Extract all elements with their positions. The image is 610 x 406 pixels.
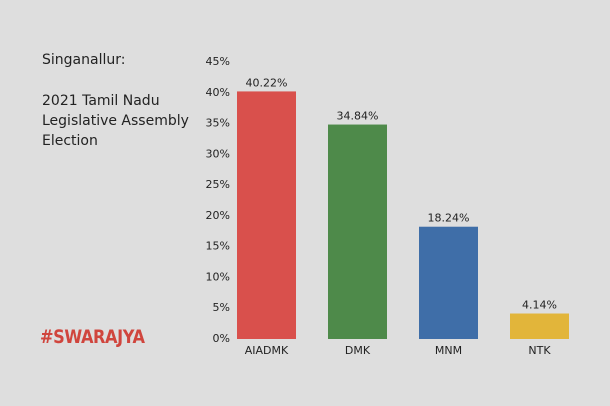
y-tick-label: 15% <box>206 240 230 253</box>
bar <box>419 226 478 339</box>
chart-title: Singanallur: <box>42 52 126 68</box>
bar <box>328 124 387 340</box>
value-label: 4.14% <box>522 299 557 312</box>
value-label: 34.84% <box>337 110 379 123</box>
y-tick-label: 0% <box>213 332 230 345</box>
bar <box>510 313 569 339</box>
bar <box>237 91 296 339</box>
x-tick-label: MNM <box>435 344 462 357</box>
value-label: 18.24% <box>428 212 470 225</box>
chart-subtitle: 2021 Tamil Nadu Legislative Assembly Ele… <box>42 93 189 149</box>
y-tick-label: 5% <box>213 301 230 314</box>
x-tick-label: DMK <box>345 344 371 357</box>
y-tick-label: 35% <box>206 117 230 130</box>
y-tick-label: 20% <box>206 209 230 222</box>
y-tick-label: 30% <box>206 147 230 160</box>
x-tick-label: NTK <box>528 344 551 357</box>
brand-logo: #SWARAJYA <box>40 326 145 348</box>
y-tick-label: 25% <box>206 178 230 191</box>
y-tick-label: 45% <box>206 55 230 68</box>
x-tick-label: AIADMK <box>245 344 289 357</box>
value-label: 40.22% <box>246 76 288 89</box>
y-tick-label: 40% <box>206 86 230 99</box>
y-tick-label: 10% <box>206 270 230 283</box>
